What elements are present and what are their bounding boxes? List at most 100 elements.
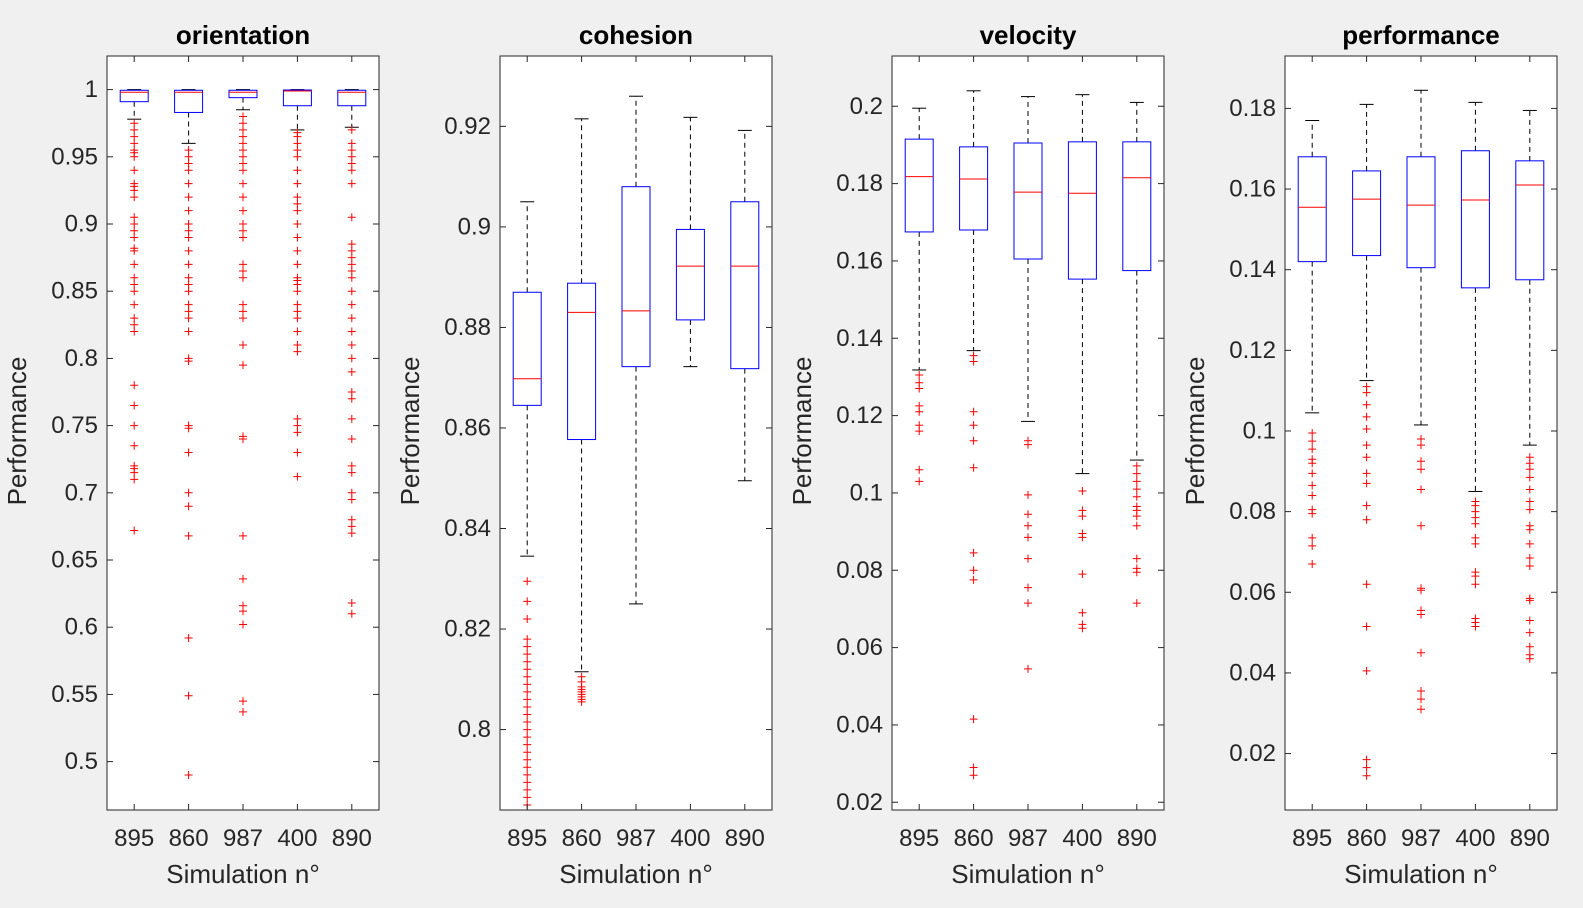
x-tick-label: 987 bbox=[616, 825, 656, 852]
x-tick-label: 860 bbox=[1347, 825, 1387, 852]
panel-performance: 0.02 0.04 0.06 0.08 0.1 0.12 0.14 0.16 0.18 895 86… bbox=[1180, 20, 1558, 889]
outlier-marker bbox=[347, 468, 356, 477]
outlier-marker bbox=[347, 340, 356, 349]
outlier-marker bbox=[347, 314, 356, 323]
x-axis-label: Simulation n° bbox=[1344, 859, 1497, 889]
outlier-marker bbox=[1362, 666, 1371, 675]
outlier-marker bbox=[239, 435, 247, 444]
chart-title: performance bbox=[1342, 20, 1500, 50]
outlier-marker bbox=[1132, 599, 1141, 608]
outlier-marker bbox=[1362, 453, 1371, 462]
outlier-marker bbox=[347, 414, 356, 423]
outlier-marker bbox=[1417, 586, 1425, 595]
outlier-marker bbox=[1525, 616, 1534, 625]
outlier-marker bbox=[1525, 596, 1534, 605]
y-tick-label: 0.06 bbox=[836, 634, 883, 661]
outlier-marker bbox=[239, 307, 247, 316]
outlier-marker bbox=[523, 755, 532, 764]
outlier-marker bbox=[969, 575, 978, 584]
outlier-marker bbox=[523, 665, 532, 674]
outlier-marker bbox=[347, 488, 356, 497]
outlier-marker bbox=[969, 421, 978, 430]
outlier-marker bbox=[1362, 771, 1371, 780]
outlier-marker bbox=[1417, 521, 1425, 530]
outlier-marker bbox=[130, 213, 139, 222]
outlier-marker bbox=[347, 287, 356, 296]
outlier-marker bbox=[130, 526, 139, 535]
outlier-marker bbox=[523, 718, 532, 727]
outlier-marker bbox=[239, 273, 247, 282]
x-tick-label: 890 bbox=[1117, 825, 1157, 852]
outlier-marker bbox=[523, 597, 532, 606]
y-tick-label: 0.65 bbox=[51, 547, 98, 574]
outlier-marker bbox=[1525, 539, 1534, 548]
x-tick-label: 400 bbox=[277, 825, 317, 852]
box-iqr bbox=[959, 146, 989, 231]
x-tick-label: 860 bbox=[562, 825, 602, 852]
y-tick-label: 0.9 bbox=[458, 213, 491, 240]
outlier-marker bbox=[1362, 400, 1371, 409]
box-iqr bbox=[1460, 150, 1490, 289]
outlier-marker bbox=[347, 125, 356, 134]
outlier-marker bbox=[130, 300, 139, 309]
outlier-marker bbox=[1132, 469, 1141, 478]
outlier-marker bbox=[347, 435, 356, 444]
outlier-marker bbox=[523, 733, 532, 742]
outlier-marker bbox=[969, 357, 978, 366]
box-iqr bbox=[1297, 156, 1327, 263]
box-iqr bbox=[1352, 170, 1382, 257]
outlier-marker bbox=[239, 179, 247, 188]
outlier-marker bbox=[347, 139, 356, 148]
y-tick-label: 0.92 bbox=[444, 113, 491, 140]
outlier-marker bbox=[1132, 568, 1141, 577]
outlier-marker bbox=[1417, 441, 1425, 450]
x-axis-label: Simulation n° bbox=[951, 859, 1104, 889]
outlier-marker bbox=[130, 421, 139, 430]
y-axis-label: Performance bbox=[1180, 357, 1210, 506]
x-axis-label: Simulation n° bbox=[166, 859, 319, 889]
outlier-marker bbox=[523, 695, 532, 704]
outlier-marker bbox=[523, 672, 532, 681]
outlier-marker bbox=[523, 650, 532, 659]
outlier-marker bbox=[1525, 473, 1534, 482]
outlier-marker bbox=[523, 710, 532, 719]
outlier-marker bbox=[293, 340, 302, 349]
outlier-marker bbox=[239, 707, 247, 716]
y-tick-label: 0.88 bbox=[444, 314, 491, 341]
y-tick-label: 0.95 bbox=[51, 143, 98, 170]
outlier-marker bbox=[1308, 560, 1317, 569]
outlier-marker bbox=[1362, 501, 1371, 510]
outlier-marker bbox=[293, 300, 302, 309]
outlier-marker bbox=[293, 260, 302, 269]
y-tick-label: 0.12 bbox=[836, 402, 883, 429]
y-tick-label: 0.86 bbox=[444, 414, 491, 441]
outlier-marker bbox=[130, 273, 139, 282]
outlier-marker bbox=[1362, 622, 1371, 631]
outlier-marker bbox=[1132, 521, 1141, 530]
y-tick-label: 0.16 bbox=[1229, 176, 1276, 203]
y-tick-label: 0.18 bbox=[836, 170, 883, 197]
panel-velocity: 0.02 0.04 0.06 0.08 0.1 0.12 0.14 0.16 0.18 0.2 89… bbox=[787, 20, 1165, 889]
outlier-marker bbox=[293, 139, 302, 148]
outlier-marker bbox=[239, 125, 247, 134]
y-tick-label: 0.85 bbox=[51, 278, 98, 305]
outlier-marker bbox=[1024, 554, 1032, 563]
y-tick-label: 0.04 bbox=[836, 711, 883, 738]
outlier-marker bbox=[1308, 459, 1317, 468]
outlier-marker bbox=[523, 778, 532, 787]
outlier-marker bbox=[293, 199, 302, 208]
outlier-marker bbox=[1471, 622, 1480, 631]
box-iqr bbox=[1067, 141, 1097, 280]
chart-title: orientation bbox=[176, 20, 310, 50]
outlier-marker bbox=[293, 327, 302, 336]
outlier-marker bbox=[184, 193, 193, 202]
outlier-marker bbox=[1525, 654, 1534, 663]
outlier-marker bbox=[239, 531, 247, 540]
outlier-marker bbox=[184, 206, 193, 215]
outlier-marker bbox=[130, 441, 139, 450]
outlier-marker bbox=[1525, 525, 1534, 534]
y-tick-label: 0.6 bbox=[65, 614, 98, 641]
outlier-marker bbox=[239, 697, 247, 706]
outlier-marker bbox=[1471, 539, 1480, 548]
outlier-marker bbox=[1525, 562, 1534, 571]
